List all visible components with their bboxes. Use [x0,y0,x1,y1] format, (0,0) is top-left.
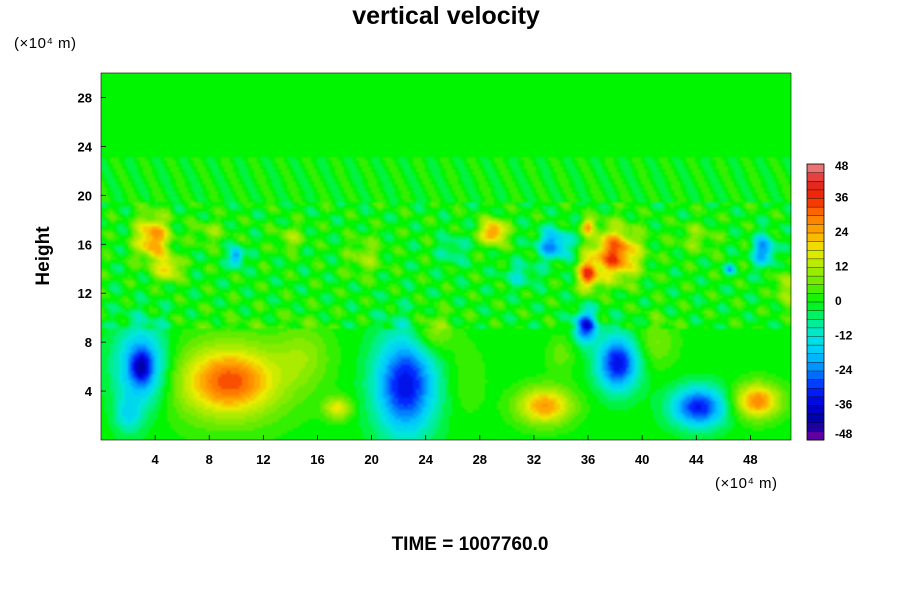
colorbar-frame [806,163,825,441]
colorbar-tick-label: 48 [835,159,849,173]
x-tick-label: 24 [418,452,433,467]
x-axis: 4 8 12 16 20 24 28 32 36 40 44 48 [152,435,758,467]
y-tick-label: 16 [78,237,92,252]
colorbar-band [807,267,824,277]
colorbar-band [807,258,824,268]
colorbar-tick-label: -12 [835,329,853,343]
colorbar-band [807,353,824,363]
colorbar-band [807,189,824,199]
colorbar-tick-label: 36 [835,191,849,205]
colorbar-band [807,362,824,372]
y-tick-label: 4 [85,384,93,399]
colorbar-band [807,233,824,243]
x-tick-label: 32 [527,452,541,467]
colorbar-tick-label: -36 [835,398,853,412]
colorbar-band [807,215,824,225]
y-tick-label: 12 [78,286,92,301]
colorbar-band [807,276,824,286]
x-tick-label: 12 [256,452,270,467]
x-axis-unit: (×10⁴ m) [715,475,778,492]
colorbar-band [807,284,824,294]
colorbar-band [807,414,824,424]
colorbar-band [807,371,824,381]
colorbar-band [807,198,824,208]
colorbar-tick-label: -48 [835,427,853,441]
colorbar-band [807,310,824,320]
time-label: TIME = 1007760.0 [392,534,549,555]
plot-frame [100,72,792,441]
y-tick-label: 8 [85,335,92,350]
colorbar-tick-label: 24 [835,225,849,239]
colorbar-band [807,336,824,346]
x-tick-label: 44 [689,452,704,467]
colorbar-band [807,405,824,415]
y-tick-label: 24 [78,139,93,154]
colorbar-tick-label: -24 [835,363,853,377]
colorbar-tick-label: 12 [835,260,849,274]
colorbar-band [807,345,824,355]
x-tick-label: 36 [581,452,595,467]
heatmap-field [101,73,791,440]
x-tick-label: 4 [152,452,160,467]
y-axis-label: Height [33,226,54,286]
x-tick-label: 28 [473,452,487,467]
y-axis-unit: (×10⁴ m) [14,35,77,52]
colorbar-band [807,422,824,432]
y-axis: 4 8 12 16 20 24 28 [78,90,106,399]
x-tick-label: 20 [364,452,378,467]
colorbar-band [807,207,824,217]
colorbar-band [807,224,824,234]
colorbar-band [807,431,824,441]
colorbar-band [807,396,824,406]
colorbar-band [807,302,824,312]
y-tick-label: 20 [78,188,92,203]
x-tick-label: 40 [635,452,649,467]
heatmap-plot [101,73,791,440]
colorbar-band [807,241,824,251]
colorbar-band [807,319,824,329]
colorbar-band [807,172,824,182]
colorbar-band [807,327,824,337]
x-tick-label: 8 [206,452,213,467]
y-tick-label: 28 [78,90,92,105]
colorbar: 48 36 24 12 0 -12 -24 -36 -48 [806,159,853,441]
colorbar-tick-label: 0 [835,294,842,308]
chart-title: vertical velocity [352,2,540,30]
x-tick-label: 48 [743,452,757,467]
colorbar-band [807,250,824,260]
x-tick-label: 16 [310,452,324,467]
colorbar-band [807,388,824,398]
colorbar-band [807,164,824,174]
colorbar-band [807,293,824,303]
colorbar-band [807,181,824,191]
colorbar-band [807,379,824,389]
